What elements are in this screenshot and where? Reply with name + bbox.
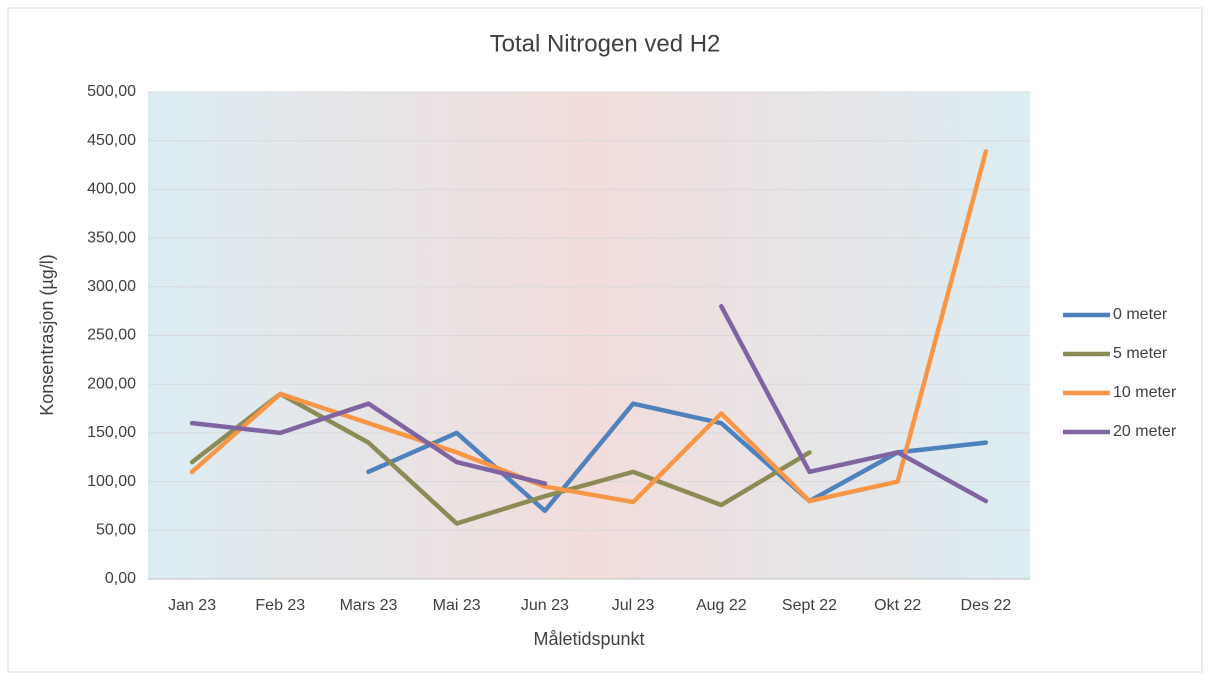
x-tick-label: Sept 22 bbox=[782, 597, 837, 614]
legend-label: 20 meter bbox=[1113, 423, 1177, 440]
series-line bbox=[189, 149, 989, 505]
x-tick-label: Jan 23 bbox=[168, 597, 216, 614]
y-tick-label: 350,00 bbox=[87, 229, 136, 246]
y-tick-label: 50,00 bbox=[96, 522, 136, 539]
y-tick-label: 450,00 bbox=[87, 132, 136, 149]
y-tick-label: 500,00 bbox=[87, 83, 136, 100]
y-tick-label: 300,00 bbox=[87, 278, 136, 295]
y-tick-label: 150,00 bbox=[87, 424, 136, 441]
legend-label: 5 meter bbox=[1113, 345, 1168, 362]
x-tick-label: Jul 23 bbox=[612, 597, 655, 614]
y-tick-label: 0,00 bbox=[105, 570, 136, 587]
y-tick-label: 250,00 bbox=[87, 327, 136, 344]
x-tick-label: Mars 23 bbox=[340, 597, 398, 614]
legend-label: 10 meter bbox=[1113, 384, 1177, 401]
legend-label: 0 meter bbox=[1113, 306, 1168, 323]
y-tick-label: 100,00 bbox=[87, 473, 136, 490]
series-line bbox=[189, 304, 989, 504]
y-axis-title: Konsentrasjon (µg/l) bbox=[37, 254, 57, 415]
y-tick-label: 200,00 bbox=[87, 375, 136, 392]
x-tick-label: Jun 23 bbox=[521, 597, 569, 614]
series-line bbox=[366, 401, 989, 514]
y-tick-label: 400,00 bbox=[87, 181, 136, 198]
x-tick-label: Des 22 bbox=[961, 597, 1012, 614]
x-tick-label: Aug 22 bbox=[696, 597, 747, 614]
x-tick-label: Feb 23 bbox=[255, 597, 305, 614]
x-axis-title: Måletidspunkt bbox=[533, 629, 644, 649]
x-tick-label: Mai 23 bbox=[433, 597, 481, 614]
x-tick-label: Okt 22 bbox=[874, 597, 921, 614]
chart-title: Total Nitrogen ved H2 bbox=[490, 30, 721, 57]
series-line bbox=[189, 391, 812, 526]
